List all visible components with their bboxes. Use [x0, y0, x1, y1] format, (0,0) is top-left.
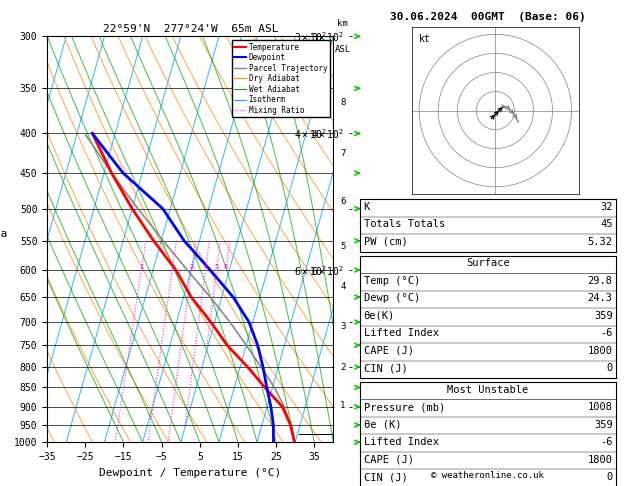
Title: 22°59'N  277°24'W  65m ASL: 22°59'N 277°24'W 65m ASL: [103, 24, 278, 35]
Text: Most Unstable: Most Unstable: [447, 384, 529, 395]
Text: 0: 0: [606, 472, 613, 482]
Text: 0: 0: [606, 363, 613, 373]
Text: © weatheronline.co.uk: © weatheronline.co.uk: [431, 471, 544, 480]
Text: 4: 4: [340, 282, 345, 291]
Text: kt: kt: [419, 35, 431, 44]
Text: 3: 3: [340, 322, 345, 331]
Text: -6: -6: [600, 328, 613, 338]
Text: Lifted Index: Lifted Index: [364, 328, 438, 338]
Y-axis label: hPa: hPa: [0, 229, 8, 240]
Text: 6: 6: [224, 264, 228, 270]
Text: 359: 359: [594, 419, 613, 430]
Text: 24.3: 24.3: [587, 293, 613, 303]
Legend: Temperature, Dewpoint, Parcel Trajectory, Dry Adiabat, Wet Adiabat, Isotherm, Mi: Temperature, Dewpoint, Parcel Trajectory…: [232, 40, 330, 117]
Text: 1: 1: [139, 264, 143, 270]
Text: Lifted Index: Lifted Index: [364, 437, 438, 447]
Text: 6: 6: [340, 197, 345, 207]
Text: 2: 2: [340, 363, 345, 372]
X-axis label: Dewpoint / Temperature (°C): Dewpoint / Temperature (°C): [99, 468, 281, 478]
Text: CAPE (J): CAPE (J): [364, 346, 413, 356]
Text: CAPE (J): CAPE (J): [364, 454, 413, 465]
Text: 29.8: 29.8: [587, 276, 613, 286]
Text: km: km: [337, 19, 348, 28]
Text: 1800: 1800: [587, 454, 613, 465]
Text: Surface: Surface: [466, 258, 510, 268]
Text: 2: 2: [170, 264, 174, 270]
Text: 7: 7: [340, 149, 345, 158]
Text: 8: 8: [340, 98, 345, 107]
Text: K: K: [364, 202, 370, 212]
Text: Totals Totals: Totals Totals: [364, 219, 445, 229]
Text: 45: 45: [600, 219, 613, 229]
Text: θe(K): θe(K): [364, 311, 395, 321]
Text: 4: 4: [203, 264, 208, 270]
Text: Pressure (mb): Pressure (mb): [364, 402, 445, 412]
Text: 1800: 1800: [587, 346, 613, 356]
Text: CIN (J): CIN (J): [364, 363, 408, 373]
Text: Temp (°C): Temp (°C): [364, 276, 420, 286]
Text: 32: 32: [600, 202, 613, 212]
Text: -6: -6: [600, 437, 613, 447]
Text: 5: 5: [340, 243, 345, 251]
Text: Mixing Ratio (g/kg): Mixing Ratio (g/kg): [352, 192, 362, 287]
Text: 5: 5: [214, 264, 219, 270]
Text: 1: 1: [340, 401, 345, 411]
Text: Dewp (°C): Dewp (°C): [364, 293, 420, 303]
Text: 30.06.2024  00GMT  (Base: 06): 30.06.2024 00GMT (Base: 06): [389, 12, 586, 22]
Text: θe (K): θe (K): [364, 419, 401, 430]
Text: ASL: ASL: [335, 45, 351, 53]
Text: PW (cm): PW (cm): [364, 237, 408, 247]
Text: 5.32: 5.32: [587, 237, 613, 247]
Text: 1008: 1008: [587, 402, 613, 412]
Text: 3: 3: [189, 264, 194, 270]
Text: CIN (J): CIN (J): [364, 472, 408, 482]
Text: LCL: LCL: [333, 429, 348, 438]
Text: 359: 359: [594, 311, 613, 321]
